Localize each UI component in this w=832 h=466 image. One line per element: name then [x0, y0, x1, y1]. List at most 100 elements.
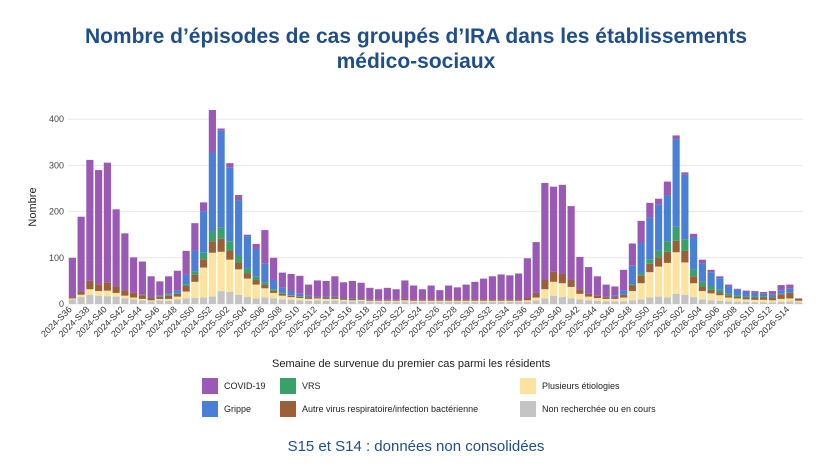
- bar-segment-autre: [331, 297, 339, 299]
- bar-segment-vrs: [637, 273, 645, 276]
- bar-segment-autre: [690, 276, 698, 284]
- bar-segment-covid-19: [313, 280, 321, 297]
- bar-segment-plusieurs: [226, 259, 234, 292]
- bar-segment-covid-19: [628, 243, 636, 266]
- bar-segment-plusieurs: [751, 299, 759, 303]
- bar-segment-autre: [541, 279, 549, 290]
- bar-segment-nonrecherchee: [532, 300, 540, 304]
- bar-segment-covid-19: [200, 202, 208, 212]
- bar-segment-autre: [243, 273, 251, 279]
- bar-segment-covid-19: [532, 242, 540, 293]
- y-tick-label: 400: [49, 114, 64, 124]
- bar-segment-nonrecherchee: [121, 298, 129, 304]
- bar-segment-grippe: [760, 293, 768, 297]
- bar-segment-covid-19: [471, 281, 479, 300]
- bar-segment-plusieurs: [567, 286, 575, 299]
- bar-segment-nonrecherchee: [200, 297, 208, 304]
- bar-segment-autre: [786, 292, 794, 299]
- bar-segment-covid-19: [620, 269, 628, 291]
- bar-segment-plusieurs: [663, 262, 671, 298]
- bar-segment-nonrecherchee: [620, 301, 628, 304]
- bar-segment-plusieurs: [313, 298, 321, 301]
- bar-segment-plusieurs: [558, 283, 566, 298]
- bar-segment-nonrecherchee: [112, 296, 120, 304]
- bar-segment-nonrecherchee: [541, 298, 549, 304]
- bar-segment-nonrecherchee: [348, 301, 356, 304]
- bar-segment-autre: [401, 298, 409, 301]
- bar-segment-covid-19: [707, 269, 715, 273]
- bar-segment-autre: [655, 257, 663, 267]
- bar-segment-nonrecherchee: [506, 301, 514, 304]
- bar-segment-covid-19: [68, 257, 76, 298]
- bar-segment-nonrecherchee: [523, 301, 531, 304]
- bar-segment-covid-19: [348, 280, 356, 299]
- bar-segment-autre: [375, 299, 383, 301]
- bar-segment-nonrecherchee: [77, 297, 85, 304]
- bar-segment-nonrecherchee: [445, 301, 453, 304]
- bar-segment-grippe: [261, 263, 269, 283]
- bar-segment-covid-19: [340, 282, 348, 298]
- bar-segment-nonrecherchee: [401, 301, 409, 304]
- bar-segment-grippe: [742, 291, 750, 297]
- bar-segment-nonrecherchee: [357, 300, 365, 304]
- bar-segment-plusieurs: [795, 300, 803, 303]
- bar-segment-plusieurs: [165, 298, 173, 301]
- bar-segment-grippe: [235, 200, 243, 256]
- legend-swatch-covid-19: [202, 378, 218, 394]
- x-axis-title: Semaine de survenue du premier cas parmi…: [272, 358, 551, 370]
- bar-segment-plusieurs: [147, 300, 155, 302]
- bar-segment-plusieurs: [698, 291, 706, 300]
- bar-segment-autre: [208, 241, 216, 253]
- bar-segment-covid-19: [663, 181, 671, 196]
- bar-segment-plusieurs: [436, 300, 444, 302]
- bar-segment-autre: [191, 274, 199, 282]
- bar-segment-covid-19: [716, 276, 724, 279]
- bar-segment-grippe: [165, 293, 173, 295]
- bar-segment-vrs: [208, 231, 216, 242]
- bar-segment-nonrecherchee: [103, 296, 111, 304]
- bar-segment-nonrecherchee: [217, 291, 225, 304]
- bar-segment-vrs: [733, 295, 741, 297]
- bar-segment-autre: [436, 299, 444, 301]
- bar-segment-nonrecherchee: [392, 301, 400, 304]
- bar-segment-plusieurs: [77, 294, 85, 298]
- bar-segment-plusieurs: [270, 292, 278, 299]
- bar-segment-autre: [497, 299, 505, 301]
- bar-segment-grippe: [191, 250, 199, 272]
- bar-segment-grippe: [208, 152, 216, 232]
- bar-segment-plusieurs: [690, 283, 698, 298]
- stacked-bar-chart: 0100200300400Nombre2024-S362024-S382024-…: [27, 110, 803, 339]
- bar-segment-nonrecherchee: [576, 299, 584, 304]
- bar-segment-autre: [86, 280, 94, 290]
- bar-segment-vrs: [243, 268, 251, 274]
- y-tick-label: 300: [49, 160, 64, 170]
- bar-segment-covid-19: [488, 276, 496, 300]
- bar-segment-nonrecherchee: [410, 301, 418, 304]
- bar-segment-covid-19: [357, 282, 365, 298]
- bar-segment-nonrecherchee: [725, 301, 733, 304]
- bar-segment-plusieurs: [217, 251, 225, 292]
- bar-segment-plusieurs: [208, 252, 216, 297]
- bar-segment-nonrecherchee: [768, 302, 776, 304]
- bar-segment-vrs: [751, 296, 759, 298]
- bar-segment-vrs: [646, 259, 654, 264]
- bar-segment-grippe: [278, 287, 286, 293]
- bar-segment-grippe: [733, 289, 741, 296]
- bar-segment-autre: [576, 289, 584, 294]
- bar-segment-covid-19: [497, 274, 505, 300]
- bar-segment-covid-19: [383, 287, 391, 300]
- bar-segment-autre: [681, 250, 689, 263]
- bar-segment-grippe: [690, 237, 698, 270]
- bar-segment-covid-19: [287, 273, 295, 292]
- bar-segment-autre: [445, 299, 453, 301]
- bar-segment-covid-19: [217, 128, 225, 131]
- bar-segment-nonrecherchee: [672, 293, 680, 304]
- bar-segment-nonrecherchee: [611, 301, 619, 304]
- legend-swatch-grippe: [202, 401, 218, 417]
- bar-segment-covid-19: [322, 280, 330, 297]
- bar-segment-grippe: [672, 139, 680, 227]
- bar-segment-covid-19: [252, 243, 260, 250]
- bar-segment-covid-19: [541, 182, 549, 280]
- bar-segment-plusieurs: [550, 281, 558, 296]
- bar-segment-plusieurs: [112, 292, 120, 297]
